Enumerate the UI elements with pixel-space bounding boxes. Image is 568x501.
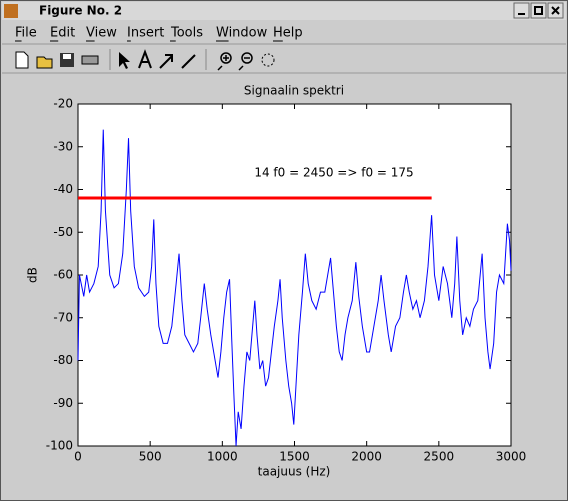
zoom-out-glyph (238, 57, 250, 71)
x-tick-label: 1500 (279, 450, 310, 464)
print-icon[interactable] (81, 55, 99, 65)
window-buttons (513, 2, 564, 19)
zoom-in-glyph (217, 55, 229, 71)
y-tick-label: -80 (53, 353, 73, 367)
menu-item[interactable]: View (86, 26, 117, 41)
menu-bar: File Edit View Insert Tools Window Help (15, 26, 303, 42)
x-tick-label: 3000 (496, 450, 527, 464)
menu-item[interactable]: File (15, 26, 37, 41)
x-tick-label: 2500 (424, 450, 455, 464)
x-tick-label: 0 (74, 450, 82, 464)
y-tick-label: -50 (53, 225, 73, 239)
line-icon[interactable] (181, 54, 196, 69)
y-tick-label: -90 (53, 396, 73, 410)
menu-item[interactable]: Tools (170, 26, 203, 41)
zoom-out-icon[interactable] (241, 52, 253, 64)
y-tick-label: -30 (53, 139, 73, 153)
x-tick-label: 2000 (351, 450, 382, 464)
plot-area: 0 500 1000 1500 2000 2500 3000 -20 -30 -40 -50 -60 -… (46, 97, 527, 464)
x-tick-label: 500 (139, 450, 162, 464)
new-icon (15, 51, 29, 69)
menu-item[interactable]: Insert (127, 26, 164, 41)
y-tick-label: -100 (46, 439, 73, 453)
zoom-in-icon[interactable] (220, 52, 232, 64)
y-tick-label: -40 (53, 182, 73, 196)
y-axis-label: dB (26, 267, 40, 283)
y-tick-label: -70 (53, 310, 73, 324)
chart-title: Signaalin spektri (244, 84, 344, 98)
y-tick-label: -60 (53, 268, 73, 282)
close-glyph (551, 6, 560, 15)
menu-item[interactable]: Edit (50, 26, 75, 41)
app-icon (4, 4, 18, 18)
open-icon[interactable] (36, 56, 53, 69)
rotate-icon[interactable] (261, 53, 275, 67)
x-axis-label: taajuus (Hz) (258, 465, 331, 479)
window-title: Figure No. 2 (39, 4, 122, 18)
select-icon[interactable] (119, 52, 130, 69)
save-label (63, 54, 71, 59)
x-tick-label: 1000 (207, 450, 238, 464)
y-tick-label: -20 (53, 97, 73, 111)
title-bar (2, 2, 566, 20)
maximize-glyph (534, 6, 543, 15)
arrow-icon[interactable] (159, 54, 173, 69)
menu-item[interactable]: Help (273, 26, 303, 41)
menu-item[interactable]: Window (216, 26, 268, 41)
data-line (77, 129, 512, 447)
annotation: 14 f0 = 2450 => f0 = 175 (254, 166, 413, 180)
maximize-button[interactable] (530, 2, 547, 19)
text-icon[interactable] (138, 49, 152, 69)
minimize-button[interactable] (513, 2, 530, 19)
toolbar (15, 49, 275, 71)
axes (77, 103, 512, 447)
